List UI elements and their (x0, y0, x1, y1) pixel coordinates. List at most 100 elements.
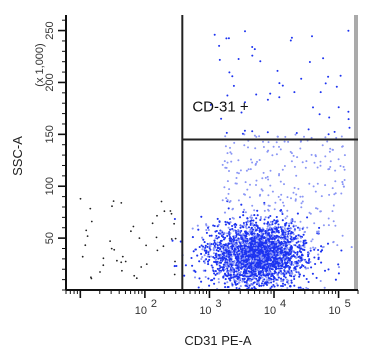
gated-event-dot (318, 113, 321, 116)
event-dot (233, 268, 236, 271)
event-dot (223, 211, 227, 214)
event-dot (259, 249, 262, 252)
event-dot (321, 144, 324, 147)
event-dot (275, 264, 278, 267)
event-dot (239, 270, 242, 273)
negative-event-dot (121, 269, 123, 272)
negative-event-dot (163, 210, 166, 213)
event-dot (252, 270, 255, 273)
event-dot (298, 229, 301, 232)
negative-event-dot (90, 276, 92, 279)
event-dot (289, 257, 292, 260)
event-dot (253, 281, 256, 284)
event-dot (217, 277, 220, 281)
event-dot (328, 193, 331, 196)
event-dot (294, 237, 297, 240)
event-dot (234, 226, 237, 229)
event-dot (219, 248, 222, 251)
event-dot (256, 214, 259, 217)
event-dot (279, 253, 282, 256)
gated-event-dot (311, 35, 313, 38)
event-dot (284, 224, 287, 227)
event-dot (322, 245, 325, 248)
event-dot (228, 222, 231, 225)
event-dot (216, 244, 219, 247)
event-dot (264, 176, 267, 179)
event-dot (250, 226, 253, 229)
event-dot (251, 264, 254, 267)
event-dot (239, 258, 242, 262)
event-dot (297, 264, 300, 267)
event-dot (273, 285, 276, 288)
event-dot (238, 276, 241, 279)
gated-event-dot (213, 33, 216, 36)
event-dot (250, 249, 254, 252)
event-dot (286, 258, 289, 261)
event-dot (207, 228, 210, 232)
event-dot (282, 204, 285, 207)
x-tick-label: 10 (264, 305, 276, 317)
event-dot (284, 245, 288, 248)
event-dot (234, 257, 237, 260)
event-dot (286, 196, 289, 199)
event-dot (303, 246, 306, 249)
event-dot (277, 265, 280, 268)
gated-event-dot (231, 75, 234, 78)
event-dot (292, 269, 296, 272)
event-dot (313, 256, 316, 259)
event-dot (227, 207, 230, 210)
event-dot (279, 264, 282, 267)
event-dot (257, 273, 260, 276)
event-dot (213, 277, 216, 280)
event-dot (350, 246, 353, 249)
event-dot (267, 141, 270, 144)
event-dot (275, 153, 278, 156)
event-dot (250, 158, 252, 161)
event-dot (273, 219, 276, 222)
event-dot (205, 231, 208, 234)
event-dot (253, 287, 256, 290)
event-dot (315, 207, 317, 210)
y-axis-title: SSC-A (10, 136, 25, 176)
event-dot (271, 252, 274, 256)
event-dot (203, 249, 206, 252)
event-dot (234, 248, 237, 251)
event-dot (265, 276, 268, 279)
negative-event-dot (120, 261, 123, 264)
event-dot (298, 227, 301, 230)
event-dot (270, 237, 273, 240)
event-dot (296, 253, 299, 256)
event-dot (301, 200, 304, 203)
event-dot (299, 147, 302, 150)
event-dot (253, 243, 257, 246)
event-dot (301, 161, 304, 164)
event-dot (253, 273, 256, 277)
event-dot (242, 223, 246, 227)
event-dot (254, 147, 257, 150)
event-dot (258, 284, 261, 287)
event-dot (286, 261, 289, 264)
negative-event-dot (156, 214, 158, 217)
event-dot (262, 236, 265, 239)
event-dot (289, 273, 292, 276)
event-dot (184, 264, 187, 267)
event-dot (277, 229, 280, 232)
event-dot (299, 220, 302, 223)
event-dot (275, 245, 278, 248)
event-dot (292, 225, 295, 228)
event-dot (250, 214, 253, 217)
event-dot (263, 209, 266, 212)
negative-event-dot (162, 245, 165, 248)
gated-event-dot (232, 84, 235, 87)
event-dot (201, 236, 204, 239)
event-dot (257, 282, 260, 285)
event-dot (280, 273, 283, 276)
event-dot (342, 165, 345, 168)
event-dot (306, 226, 309, 229)
event-dot (232, 249, 236, 252)
event-dot (279, 270, 282, 273)
event-dot (222, 249, 225, 252)
event-dot (262, 240, 265, 243)
gated-event-dot (276, 69, 279, 72)
event-dot (278, 242, 281, 245)
